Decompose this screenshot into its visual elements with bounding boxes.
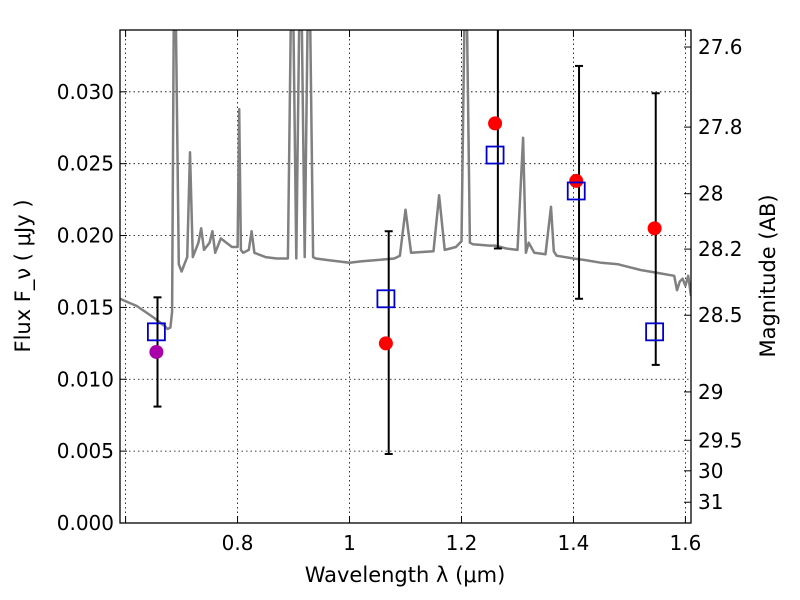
mag-tick-label: 31 [698,490,723,514]
observed-point [488,116,503,131]
model-point [566,181,586,201]
x-axis-label: Wavelength λ (μm) [305,563,506,587]
plot-frame [119,29,692,524]
mag-tick-label: 28 [698,182,723,206]
mag-tick-label: 27.8 [698,115,743,139]
y-tick-label: 0.030 [57,80,114,104]
y-axis-label: Flux F_ν ( μJy ) [11,199,36,352]
observed-point [378,336,393,351]
y-tick-label: 0.025 [57,152,114,176]
x-tick-label: 1.6 [669,531,701,555]
x-tick-label: 1.4 [558,531,590,555]
model-point [146,322,166,342]
axes: 0.8 1 1.2 1.4 1.6 0.000 0.005 0.010 0.015 0.020 0.… [57,30,743,555]
limit-point [149,344,164,359]
model-point [645,322,665,342]
mag-tick-label: 30 [698,459,723,483]
y-tick-label: 0.015 [57,295,114,319]
x-tick-label: 0.8 [222,531,254,555]
y-tick-label: 0.000 [57,511,114,535]
markers [146,116,665,359]
mag-tick-label: 29 [698,380,723,404]
mag-tick-label: 27.6 [698,35,743,59]
y-tick-label: 0.020 [57,224,114,248]
template-spectrum-line [120,30,691,331]
plot-area [120,30,691,331]
y-tick-label: 0.005 [57,439,114,463]
y-tick-label: 0.010 [57,367,114,391]
y-axis-right-label: Magnitude (AB) [756,194,780,357]
grid [120,30,691,524]
mag-tick-label: 28.5 [698,303,743,327]
x-tick-label: 1.2 [446,531,478,555]
observed-point [569,173,584,188]
mag-tick-label: 28.2 [698,237,743,261]
observed-point [647,221,662,236]
model-point [376,289,396,309]
mag-tick-label: 29.5 [698,428,743,452]
x-tick-label: 1 [343,531,356,555]
model-point [485,145,505,165]
